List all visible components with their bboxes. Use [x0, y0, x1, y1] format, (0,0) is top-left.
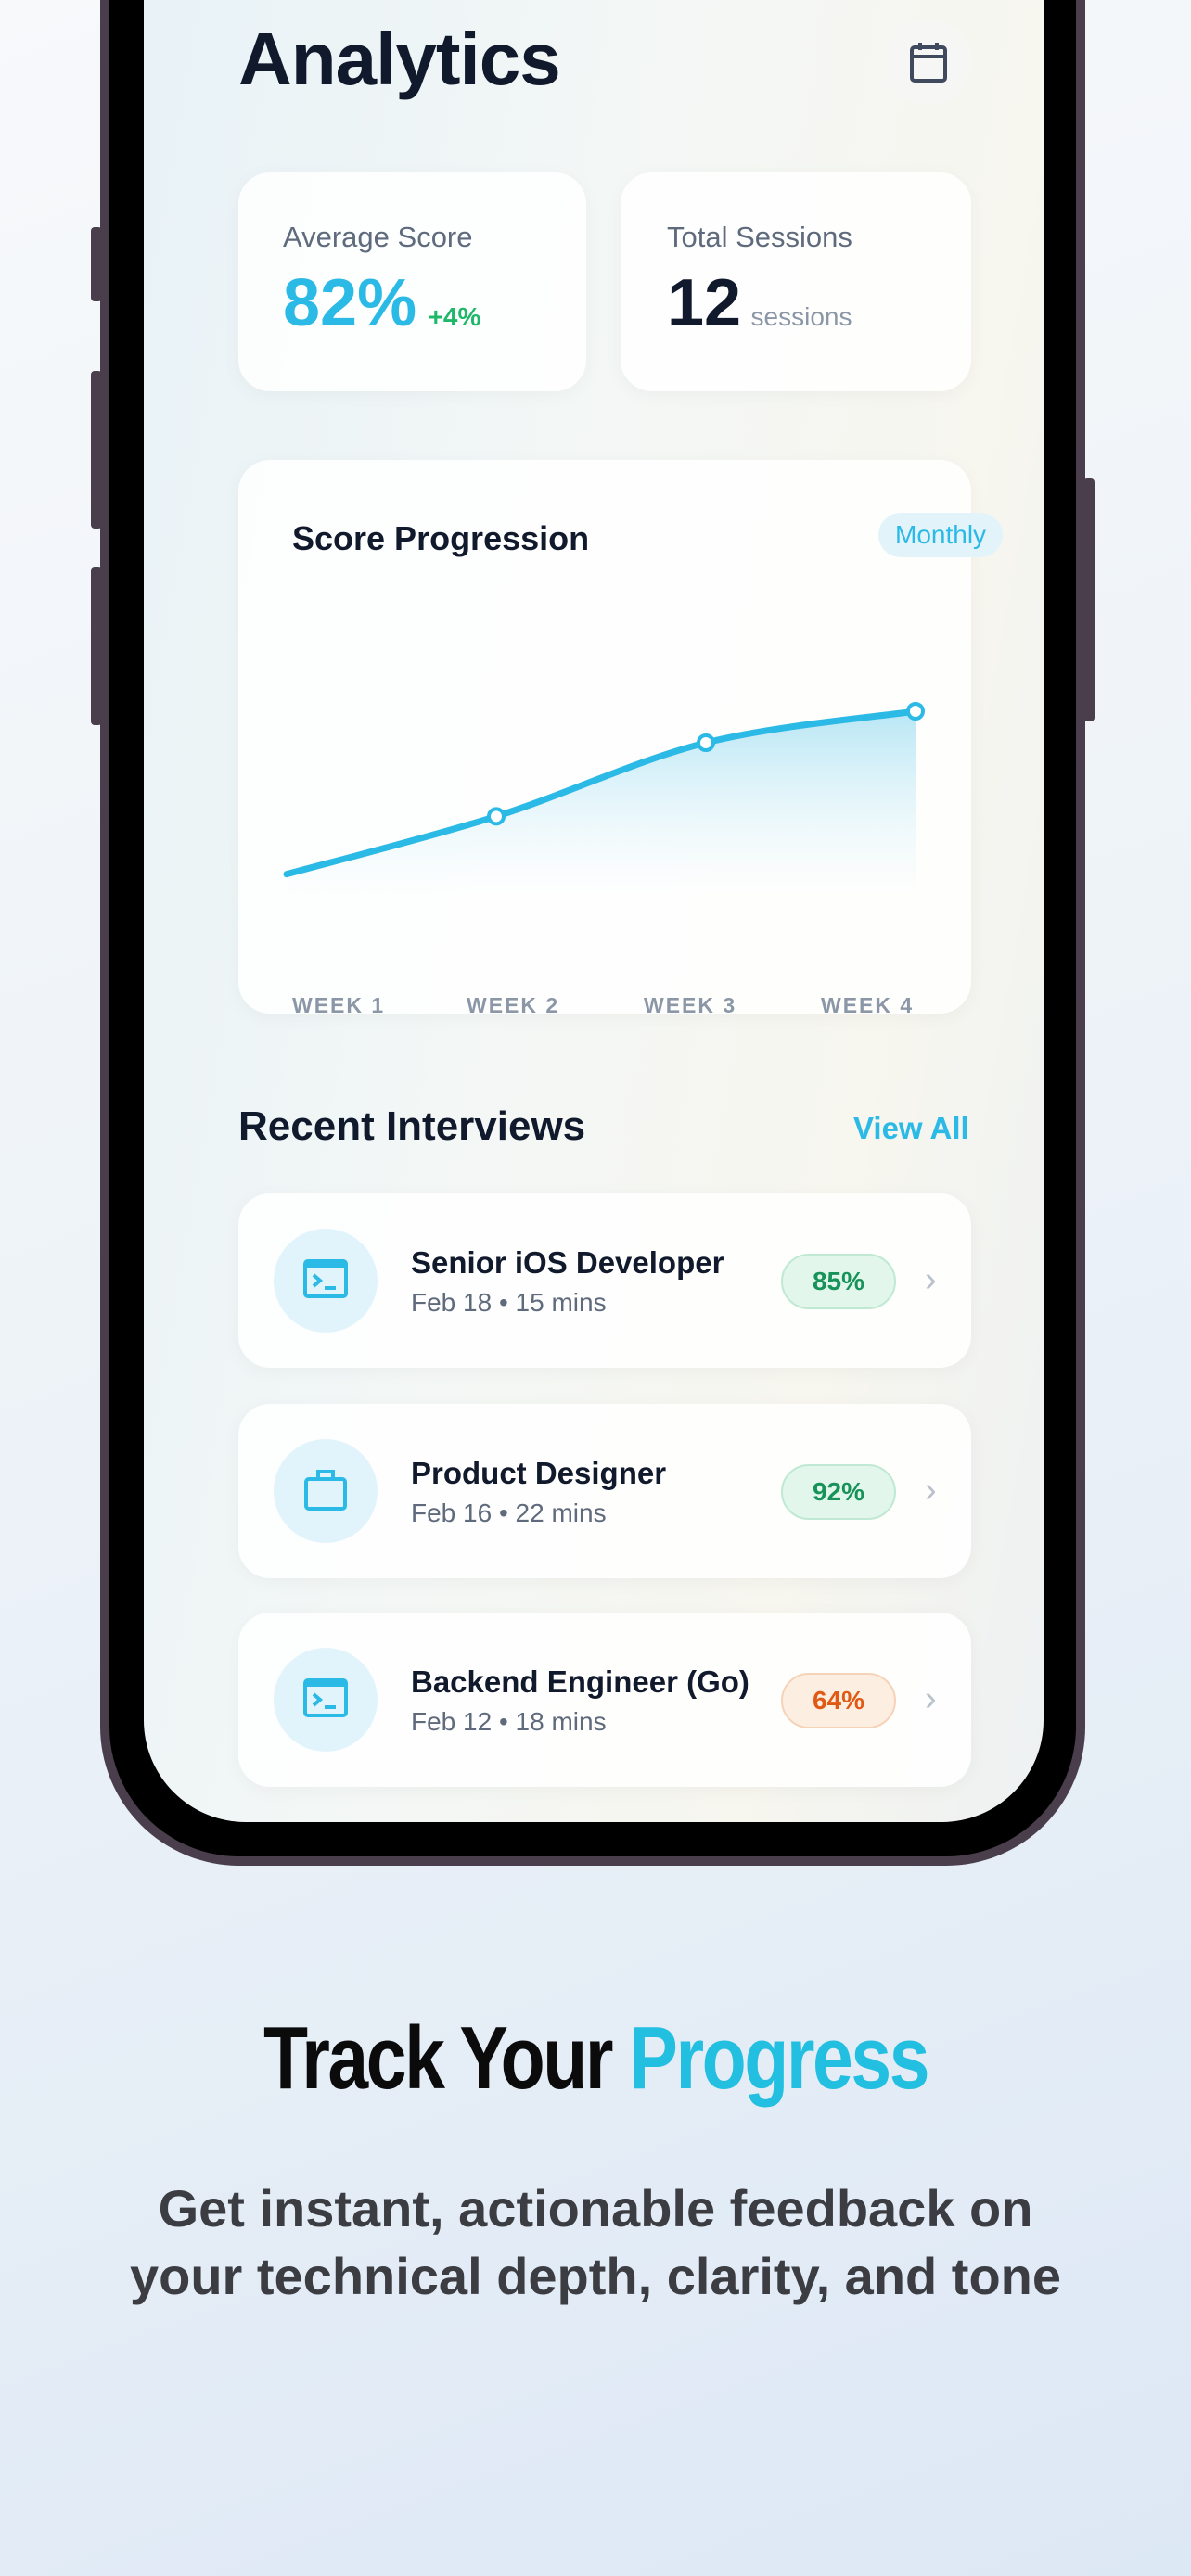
x-tick-label: WEEK 2 [467, 993, 560, 1017]
score-progression-card: Score Progression Monthly WEEK 1 WEEK 2 … [238, 460, 1004, 1017]
interview-list-item[interactable]: Backend Engineer (Go) Feb 12 • 18 mins 6… [238, 1613, 971, 1787]
x-tick-label: WEEK 4 [821, 993, 915, 1017]
score-badge: 64% [781, 1673, 896, 1728]
chevron-right-icon: › [925, 1679, 937, 1718]
interview-meta: Feb 18 • 15 mins [411, 1288, 607, 1317]
total-sessions-unit: sessions [750, 302, 852, 331]
app-screen: Analytics Average Score 82% +4% Total Se… [144, 0, 1044, 1822]
score-badge: 92% [781, 1464, 896, 1520]
total-sessions-label: Total Sessions [667, 221, 852, 253]
interview-title: Senior iOS Developer [411, 1245, 724, 1280]
interview-meta: Feb 12 • 18 mins [411, 1707, 607, 1736]
average-score-label: Average Score [283, 221, 473, 253]
chart-point [697, 733, 715, 752]
chart-line [283, 708, 919, 878]
headline-text: Track Your [263, 2009, 630, 2108]
interview-icon-badge [274, 1648, 378, 1752]
score-chart [283, 702, 925, 896]
recent-interviews-heading: Recent Interviews [238, 1103, 586, 1149]
score-badge: 85% [781, 1254, 896, 1309]
promo-headline: Track Your Progress [108, 2008, 1084, 2110]
interview-meta: Feb 16 • 22 mins [411, 1498, 607, 1527]
phone-side-button [1083, 478, 1095, 721]
chart-point [906, 702, 925, 721]
view-all-link[interactable]: View All [853, 1111, 969, 1145]
total-sessions-card: Total Sessions 12 sessions [621, 172, 971, 391]
average-score-value: 82% [283, 266, 417, 340]
briefcase-icon [303, 1468, 348, 1515]
subtitle-line: your technical depth, clarity, and tone [129, 2247, 1062, 2305]
headline-accent-text: Progress [629, 2009, 929, 2108]
phone-side-button [91, 227, 102, 301]
terminal-icon [303, 1258, 348, 1303]
interview-icon-badge [274, 1439, 378, 1543]
page-title: Analytics [238, 18, 561, 100]
chart-point [487, 807, 506, 826]
interview-list-item[interactable]: Product Designer Feb 16 • 22 mins 92% › [238, 1404, 971, 1578]
interview-list-item[interactable]: Senior iOS Developer Feb 18 • 15 mins 85… [238, 1193, 971, 1368]
chart-title: Score Progression [292, 519, 590, 557]
interview-icon-badge [274, 1229, 378, 1333]
average-score-delta: +4% [428, 302, 481, 331]
phone-side-button [91, 567, 102, 725]
x-tick-label: WEEK 3 [644, 993, 737, 1017]
interview-title: Product Designer [411, 1456, 667, 1490]
calendar-button[interactable] [886, 19, 971, 105]
phone-side-button [91, 371, 102, 529]
calendar-icon [910, 43, 947, 83]
total-sessions-value: 12 [667, 266, 742, 340]
promo-subtitle: Get instant, actionable feedback on your … [0, 2174, 1191, 2310]
chevron-right-icon: › [925, 1260, 937, 1299]
chart-area-fill [287, 711, 916, 896]
interview-title: Backend Engineer (Go) [411, 1664, 749, 1699]
x-tick-label: WEEK 1 [292, 993, 386, 1017]
average-score-card: Average Score 82% +4% [238, 172, 586, 391]
terminal-icon [303, 1677, 348, 1722]
period-selector[interactable]: Monthly [878, 513, 1004, 557]
subtitle-line: Get instant, actionable feedback on [158, 2179, 1033, 2238]
chevron-right-icon: › [925, 1471, 937, 1510]
